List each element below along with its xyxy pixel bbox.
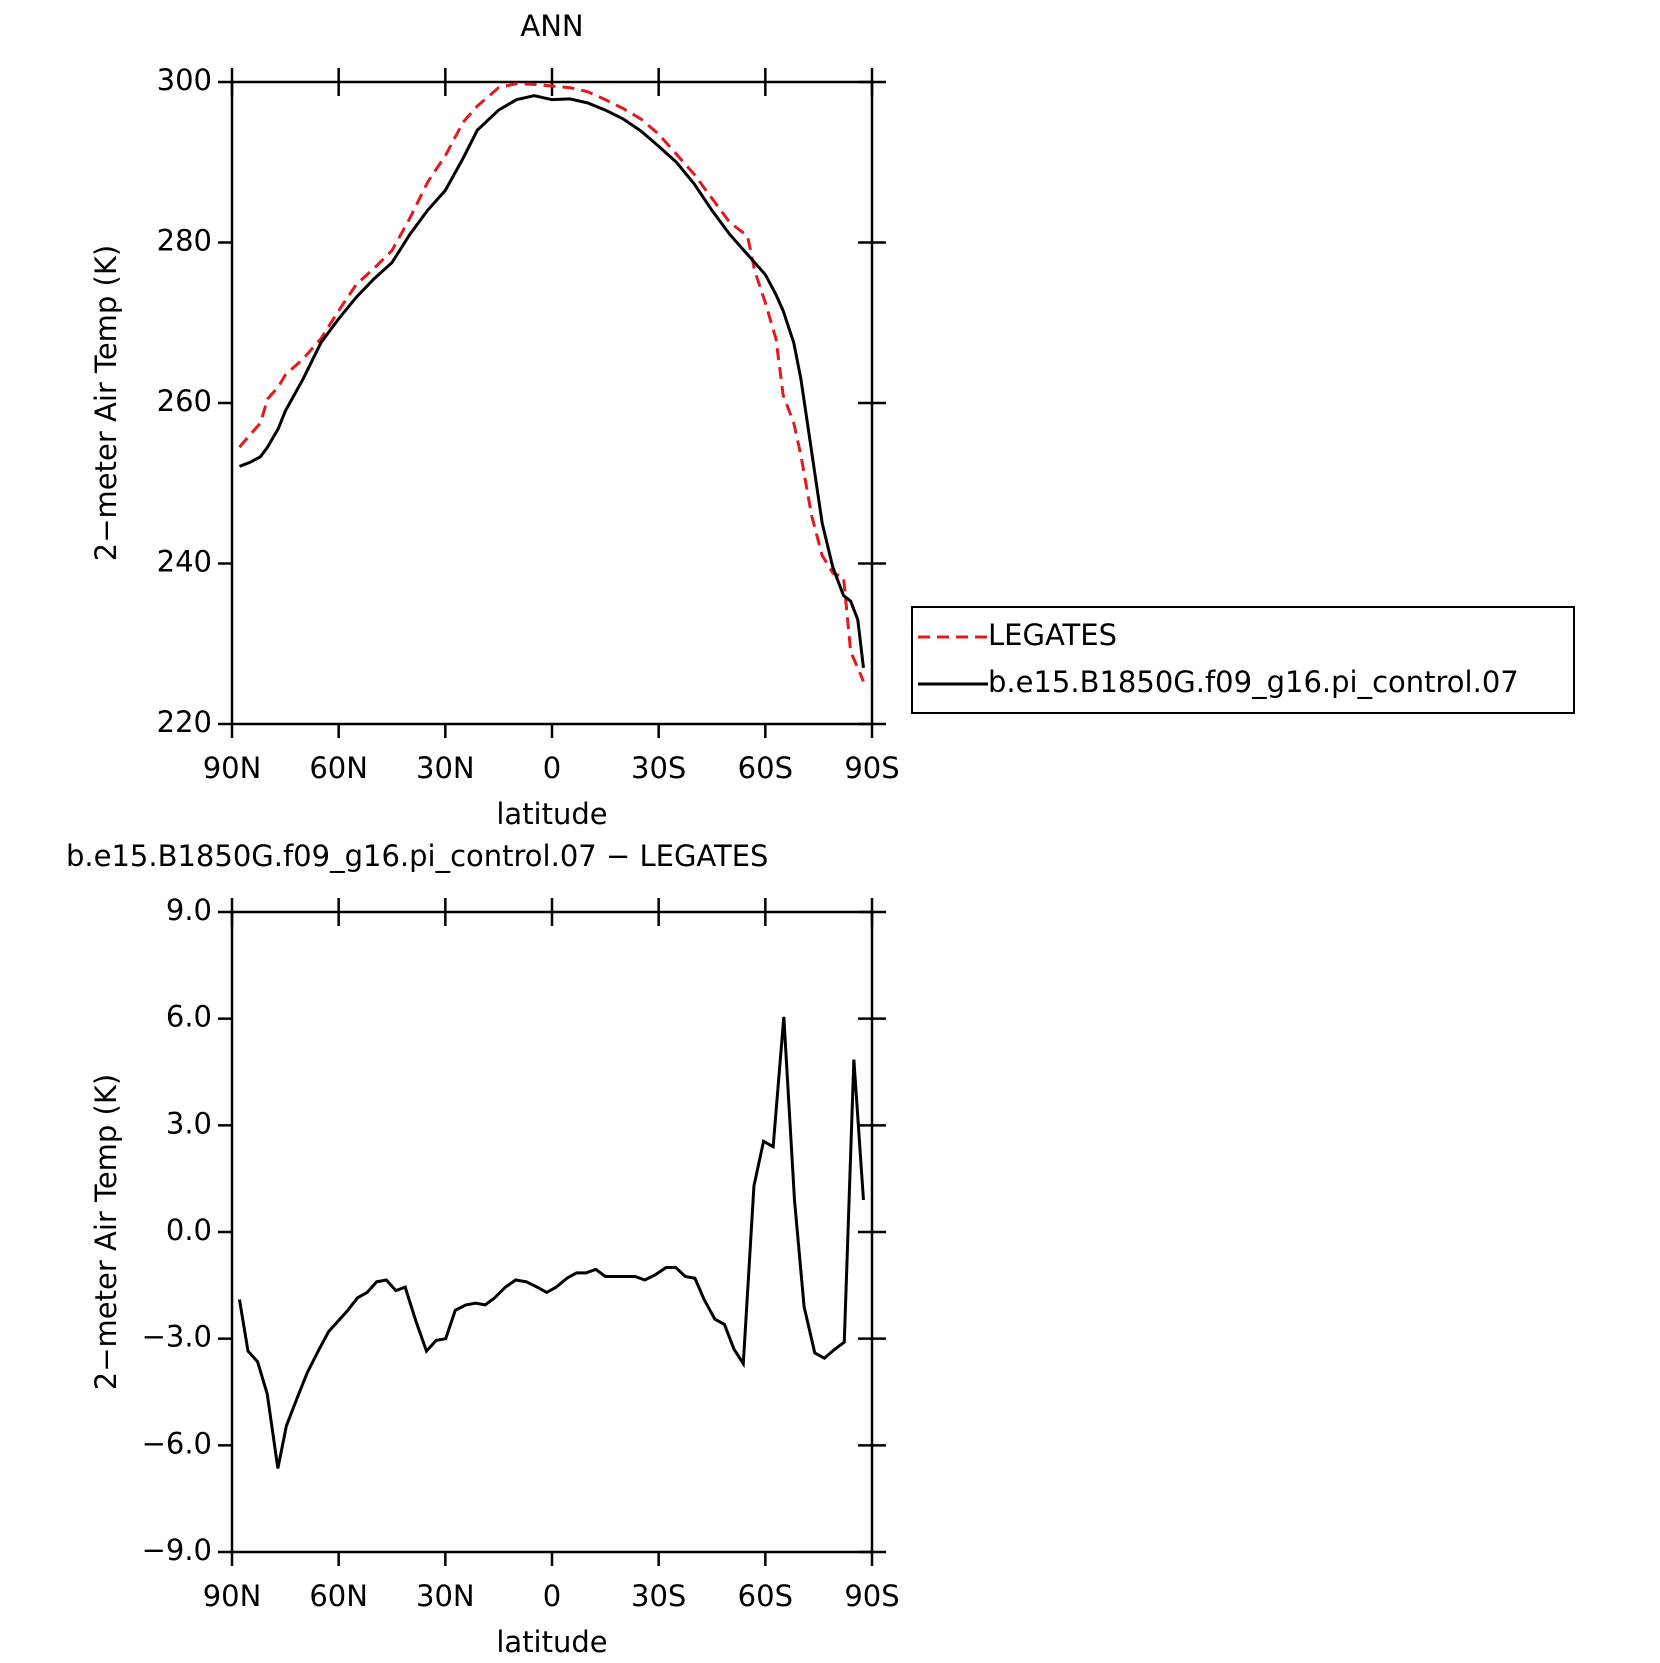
chart-title: b.e15.B1850G.f09_g16.pi_control.07 − LEG… xyxy=(66,839,768,873)
legend-label: LEGATES xyxy=(988,618,1117,652)
data-line xyxy=(238,82,865,683)
y-tick-label: 9.0 xyxy=(166,893,212,927)
x-axis-label: latitude xyxy=(496,797,607,831)
x-tick-label: 30N xyxy=(416,751,475,785)
y-tick-label: 300 xyxy=(157,63,212,97)
y-tick-label: −9.0 xyxy=(142,1533,212,1567)
y-tick-label: 220 xyxy=(157,705,212,739)
y-tick-label: 6.0 xyxy=(166,1000,212,1034)
y-axis-label: 2−meter Air Temp (K) xyxy=(89,1074,123,1390)
x-tick-label: 30S xyxy=(631,1579,686,1613)
x-tick-label: 90N xyxy=(203,1579,262,1613)
plot-frame xyxy=(230,80,874,726)
x-tick-label: 30N xyxy=(416,1579,475,1613)
x-tick-label: 90S xyxy=(844,751,899,785)
y-tick-label: 3.0 xyxy=(166,1106,212,1140)
y-tick-label: 0.0 xyxy=(166,1213,212,1247)
y-axis-label: 2−meter Air Temp (K) xyxy=(89,245,123,561)
x-tick-label: 60S xyxy=(738,751,793,785)
x-axis-label: latitude xyxy=(496,1625,607,1659)
x-tick-label: 60S xyxy=(738,1579,793,1613)
y-tick-label: 260 xyxy=(157,384,212,418)
plot: ANN latitude 2−meter Air Temp (K) 220 240 260… xyxy=(89,9,1575,831)
x-tick-label: 90S xyxy=(844,1579,899,1613)
plot: b.e15.B1850G.f09_g16.pi_control.07 − LEG… xyxy=(66,839,900,1659)
y-tick-label: 280 xyxy=(157,224,212,258)
x-tick-label: 60N xyxy=(309,1579,368,1613)
x-tick-label: 30S xyxy=(631,751,686,785)
x-tick-label: 0 xyxy=(543,1579,561,1613)
legend-label: b.e15.B1850G.f09_g16.pi_control.07 xyxy=(988,665,1519,699)
y-tick-label: −6.0 xyxy=(142,1426,212,1460)
legend-box xyxy=(911,606,1575,714)
y-tick-label: 240 xyxy=(157,545,212,579)
x-tick-label: 60N xyxy=(309,751,368,785)
y-tick-label: −3.0 xyxy=(142,1320,212,1354)
data-line xyxy=(237,1016,865,1469)
data-line xyxy=(238,94,865,669)
chart-title: ANN xyxy=(520,9,583,43)
x-tick-label: 0 xyxy=(543,751,561,785)
plot-frame xyxy=(230,910,874,1554)
x-tick-label: 90N xyxy=(203,751,262,785)
